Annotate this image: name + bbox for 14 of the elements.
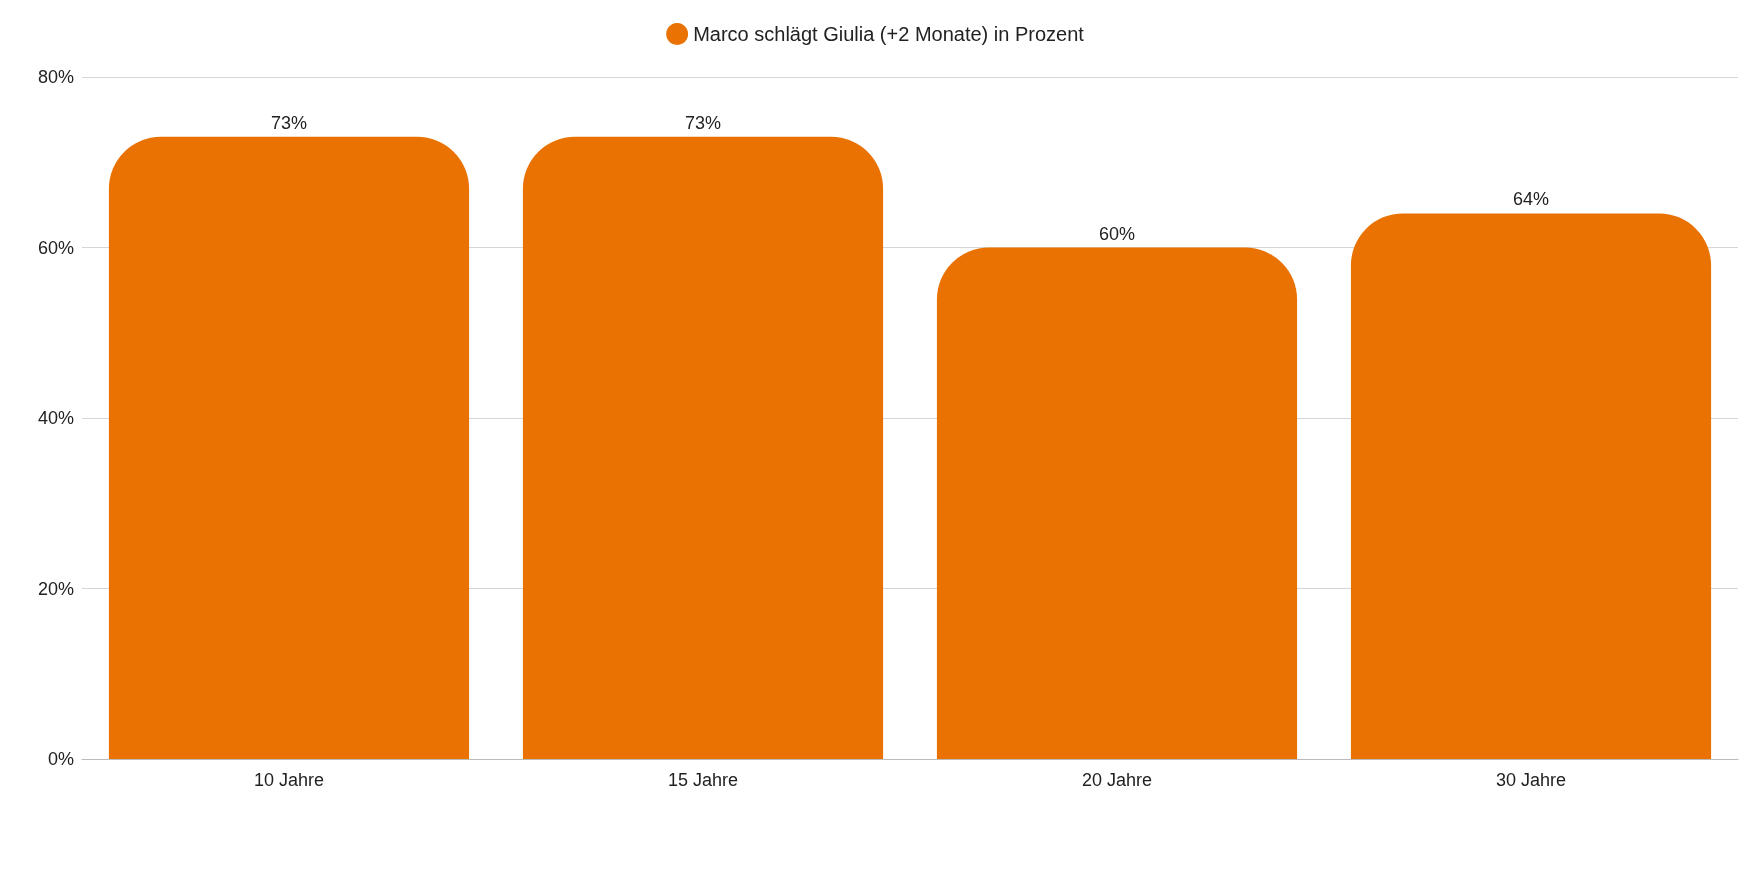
- y-tick-label: 60%: [37, 237, 74, 258]
- y-tick-label: 20%: [37, 578, 74, 599]
- x-tick-label: 10 Jahre: [253, 770, 325, 790]
- y-tick-label: 40%: [37, 408, 74, 428]
- x-tick-label: 30 Jahre: [1495, 770, 1567, 790]
- y-tick-label: 80%: [37, 67, 74, 87]
- data-label: 60%: [1098, 223, 1136, 244]
- x-tick-label: 15 Jahre: [667, 770, 739, 790]
- data-label: 64%: [1512, 189, 1550, 210]
- y-tick-label: 0%: [47, 749, 74, 769]
- x-tick-label: 20 Jahre: [1081, 770, 1153, 790]
- legend-label: Marco schlägt Giulia (+2 Monate) in Prozent: [693, 23, 1085, 45]
- data-label: 73%: [270, 112, 308, 133]
- data-label: 73%: [684, 112, 722, 133]
